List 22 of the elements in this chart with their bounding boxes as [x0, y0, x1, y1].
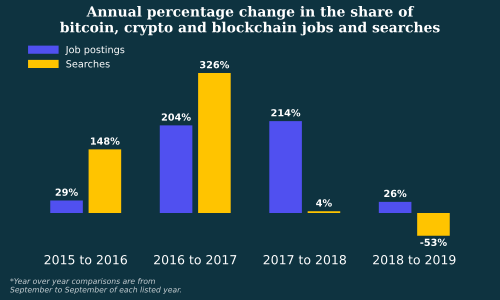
- x-tick-label: 2015 to 2016: [44, 255, 127, 264]
- data-label: 148%: [90, 137, 120, 145]
- chart-title: Annual percentage change in the share of bitcoin, crypto and blockchain jobs and searches: [60, 6, 440, 36]
- data-label: -53%: [420, 238, 447, 246]
- legend-label: Job postings: [65, 46, 124, 56]
- data-label: 4%: [316, 199, 332, 207]
- legend-label: Searches: [66, 60, 110, 68]
- data-label: 26%: [384, 190, 406, 198]
- bar: [50, 200, 83, 213]
- data-label: 326%: [200, 61, 230, 68]
- bar: [88, 149, 122, 213]
- bar: [378, 202, 412, 213]
- x-tick-label: 2016 to 2017: [154, 255, 236, 264]
- bar: [417, 212, 450, 236]
- data-label: 29%: [56, 188, 78, 196]
- data-label: 214%: [271, 109, 300, 116]
- bar: [269, 121, 302, 213]
- data-label: 204%: [162, 113, 191, 121]
- bar: [198, 73, 231, 213]
- x-tick-label: 2017 to 2018: [264, 255, 346, 264]
- x-tick-label: 2018 to 2019: [373, 255, 456, 264]
- bar: [160, 125, 192, 213]
